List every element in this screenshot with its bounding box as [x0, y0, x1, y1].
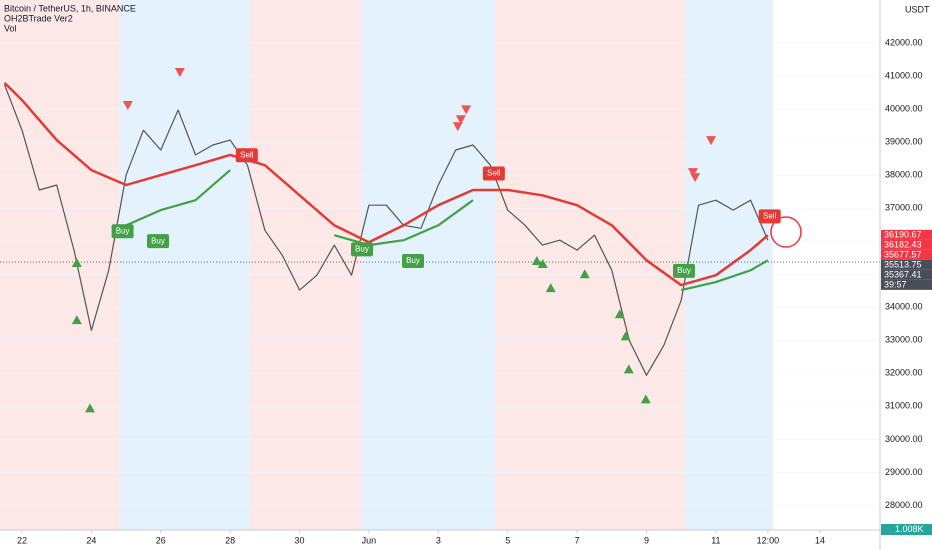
signal-label: Sell [240, 150, 254, 159]
arrow-up [71, 315, 82, 325]
y-tick-label: 31000.00 [885, 401, 923, 411]
signal-label: Sell [487, 169, 501, 178]
price-tag [881, 239, 932, 250]
countdown-tag [881, 279, 932, 290]
signal-box [351, 242, 374, 257]
signal-box [402, 254, 425, 268]
zone [119, 0, 250, 530]
arrow-up [545, 283, 556, 293]
price-tag [881, 249, 932, 260]
countdown-label: 39:57 [884, 279, 907, 289]
x-tick-label: 30 [295, 535, 305, 545]
x-tick-label: 12:00 [757, 535, 780, 545]
signal-box [235, 148, 258, 163]
x-tick-label: 24 [86, 535, 96, 545]
arrow-down [690, 173, 701, 183]
arrow-down [687, 168, 698, 178]
signal-label: Buy [677, 266, 691, 275]
y-tick-label: 34000.00 [885, 302, 923, 312]
volume-tag [881, 524, 932, 535]
y-tick-label: 41000.00 [885, 70, 923, 80]
signal-label: Sell [763, 212, 777, 221]
price-tag-label: 35367.41 [884, 269, 922, 279]
signal-label: Buy [355, 245, 369, 254]
y-tick-label: 30000.00 [885, 434, 923, 444]
arrow-up [537, 258, 548, 268]
y-tick-label: 42000.00 [885, 37, 923, 47]
arrow-up [531, 256, 542, 265]
arrow-up [579, 269, 590, 279]
y-tick-label: 29000.00 [885, 467, 923, 477]
signal-box [758, 209, 781, 224]
zone [249, 0, 363, 530]
zone [362, 0, 495, 530]
signal-label: Buy [151, 236, 165, 245]
chart-title: Bitcoin / TetherUS, 1h, BINANCE [4, 3, 136, 13]
x-tick-label: 14 [815, 535, 825, 545]
signal-box [147, 234, 170, 249]
signal-label: Buy [406, 256, 420, 265]
arrow-up [620, 331, 631, 341]
currency-label: USDT [905, 4, 930, 14]
arrow-up [623, 364, 634, 374]
indicator-name: OH2BTrade Ver2 [4, 13, 73, 23]
price-tag-label: 35513.75 [884, 259, 922, 269]
signal-box [672, 263, 695, 278]
zone [0, 0, 120, 530]
arrow-up [71, 257, 82, 267]
arrow-down [455, 115, 466, 125]
signal-box [482, 166, 505, 181]
x-tick-label: 22 [17, 535, 27, 545]
x-tick-label: 28 [225, 535, 235, 545]
y-tick-label: 37000.00 [885, 203, 923, 213]
x-tick-label: 3 [436, 535, 441, 545]
volume-label: 1.008K [895, 524, 924, 534]
y-tick-label: 32000.00 [885, 368, 923, 378]
price-tag [881, 269, 932, 280]
y-tick-label: 33000.00 [885, 335, 923, 345]
x-tick-label: 11 [711, 535, 720, 545]
price-tag-label: 35677.57 [884, 249, 922, 259]
arrow-up [640, 394, 651, 404]
highlight-circle [770, 216, 802, 248]
y-tick-label: 38000.00 [885, 169, 923, 179]
arrow-down [122, 101, 133, 111]
price-tag [881, 229, 932, 240]
x-tick-label: 5 [505, 535, 510, 545]
arrow-down [452, 122, 463, 132]
signal-box [111, 224, 134, 239]
zone [494, 0, 685, 530]
x-tick-label: 26 [156, 535, 166, 545]
price-tag [881, 259, 932, 270]
x-tick-label: Jun [362, 535, 377, 545]
plot-area: Buy Buy Buy Buy Buy Sell Sell Sell [0, 0, 880, 530]
y-tick-label: 40000.00 [885, 103, 923, 113]
x-tick-label: 9 [644, 535, 649, 545]
arrow-up [614, 309, 625, 319]
signal-label: Buy [116, 226, 130, 235]
indicator-name: Vol [4, 23, 17, 33]
series-line [3, 82, 769, 287]
y-tick-label: 39000.00 [885, 136, 923, 146]
series-line [4, 84, 769, 376]
price-tag-label: 36190.67 [884, 229, 922, 239]
arrow-down [174, 68, 185, 78]
arrow-down [461, 105, 472, 115]
y-tick-label: 28000.00 [885, 500, 923, 510]
arrow-up [84, 403, 95, 413]
price-tag-label: 36182.43 [884, 239, 922, 249]
x-tick-label: 7 [575, 535, 580, 545]
arrow-down [706, 136, 717, 146]
series-line [125, 169, 769, 292]
